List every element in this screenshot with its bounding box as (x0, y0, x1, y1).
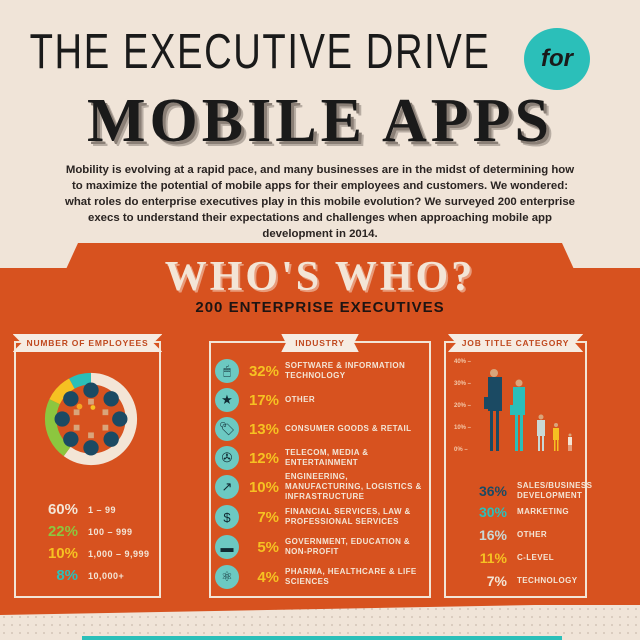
job-title-row: 11% C-LEVEL (454, 550, 554, 566)
industry-row: 🖱 32% SOFTWARE & INFORMATION TECHNOLOGY (215, 357, 425, 385)
industry-row: 🏷 13% CONSUMER GOODS & RETAIL (215, 415, 425, 443)
industry-pct: 17% (248, 391, 279, 409)
industry-row: ↗ 10% ENGINEERING, MANUFACTURING, LOGIST… (215, 472, 425, 501)
job-title-row: 16% OTHER (454, 527, 547, 543)
book-icon: ▬ (215, 535, 239, 559)
axis-tick-30: 30% – (454, 381, 472, 387)
atom-icon: ⚛ (215, 565, 239, 589)
industry-name: OTHER (285, 395, 315, 404)
job-title-pct: 7% (486, 573, 507, 589)
industry-pct: 12% (248, 449, 279, 467)
employees-panel: NUMBER OF EMPLOYEES 60% 1 – 99 22% 100 –… (12, 334, 163, 598)
industry-row: ▬ 5% GOVERNMENT, EDUCATION & NON-PROFIT (215, 533, 425, 561)
mouse-icon: 🖱 (215, 359, 239, 383)
industry-name: ENGINEERING, MANUFACTURING, LOGISTICS & … (285, 472, 422, 501)
employees-range: 1 – 99 (88, 504, 117, 515)
employees-range: 10,000+ (88, 570, 125, 581)
axis-tick-40: 40% – (454, 359, 472, 365)
job-title-row: 36% SALES/BUSINESS DEVELOPMENT (454, 481, 593, 501)
price-tag-icon: 🏷 (215, 417, 239, 441)
industry-pct: 4% (257, 568, 279, 586)
industry-pct: 32% (248, 362, 279, 380)
industry-banner: INDUSTRY (281, 334, 359, 352)
industry-row: ⚛ 4% PHARMA, HEALTHCARE & LIFE SCIENCES (215, 563, 425, 591)
job-title-row: 7% TECHNOLOGY (454, 573, 577, 589)
job-title-pct: 36% (478, 483, 507, 499)
employees-donut-chart (44, 372, 138, 466)
section-title: WHO'S WHO? (164, 254, 476, 300)
job-title-name: C-LEVEL (517, 553, 555, 562)
job-title-pct: 30% (478, 504, 507, 520)
film-reel-icon: ✇ (215, 446, 239, 470)
industry-panel: INDUSTRY 🖱 32% SOFTWARE & INFORMATION TE… (209, 334, 431, 598)
employees-pct: 10% (47, 545, 78, 562)
axis-tick-0: 0% – (454, 447, 468, 453)
section-subtitle: 200 ENTERPRISE EXECUTIVES (195, 299, 445, 316)
industry-pct: 13% (248, 420, 279, 438)
employees-banner: NUMBER OF EMPLOYEES (12, 334, 163, 352)
industry-name: SOFTWARE & INFORMATION TECHNOLOGY (285, 361, 406, 380)
job-title-banner: JOB TITLE CATEGORY (447, 334, 584, 352)
axis-tick-20: 20% – (454, 403, 472, 409)
job-title-name: TECHNOLOGY (517, 576, 578, 585)
job-title-pictograph (484, 369, 572, 451)
job-title-name: SALES/BUSINESS DEVELOPMENT (517, 481, 593, 500)
employees-row-1-99: 60% 1 – 99 (26, 501, 116, 518)
industry-pct: 5% (257, 538, 279, 556)
job-title-name: OTHER (517, 530, 547, 539)
employees-row-100-999: 22% 100 – 999 (26, 523, 133, 540)
industry-name: TELECOM, MEDIA & ENTERTAINMENT (285, 448, 369, 467)
employees-range: 1,000 – 9,999 (88, 548, 150, 559)
employees-pct: 22% (47, 523, 78, 540)
employees-row-10000-plus: 8% 10,000+ (26, 567, 124, 584)
intro-paragraph: Mobility is evolving at a rapid pace, an… (64, 164, 575, 240)
axis-tick-10: 10% – (454, 425, 472, 431)
industry-row: ★ 17% OTHER (215, 386, 425, 414)
star-icon: ★ (215, 388, 239, 412)
for-badge: for (524, 28, 590, 90)
growth-chart-icon: ↗ (215, 475, 239, 499)
industry-name: FINANCIAL SERVICES, LAW & PROFESSIONAL S… (285, 507, 411, 526)
industry-pct: 7% (257, 508, 279, 526)
job-title-row: 30% MARKETING (454, 504, 569, 520)
employees-pct: 60% (47, 501, 78, 518)
industry-row: ✇ 12% TELECOM, MEDIA & ENTERTAINMENT (215, 444, 425, 472)
job-title-name: MARKETING (517, 507, 570, 516)
job-title-panel: JOB TITLE CATEGORY 40% – 30% – 20% – 10%… (444, 334, 593, 598)
industry-name: PHARMA, HEALTHCARE & LIFE SCIENCES (285, 567, 417, 586)
employees-pct: 8% (56, 567, 78, 584)
next-section-strip (82, 636, 562, 640)
job-title-pct: 11% (479, 550, 507, 566)
employees-row-1000-9999: 10% 1,000 – 9,999 (26, 545, 150, 562)
industry-name: CONSUMER GOODS & RETAIL (285, 424, 412, 433)
industry-row: $ 7% FINANCIAL SERVICES, LAW & PROFESSIO… (215, 503, 425, 531)
industry-name: GOVERNMENT, EDUCATION & NON-PROFIT (285, 537, 411, 556)
job-title-pct: 16% (478, 527, 507, 543)
header-title-line2: MOBILE APPS (86, 87, 553, 155)
industry-pct: 10% (248, 478, 279, 496)
employees-range: 100 – 999 (88, 526, 133, 537)
header-title-line1: THE EXECUTIVE DRIVE (29, 25, 491, 79)
money-bag-icon: $ (215, 505, 239, 529)
